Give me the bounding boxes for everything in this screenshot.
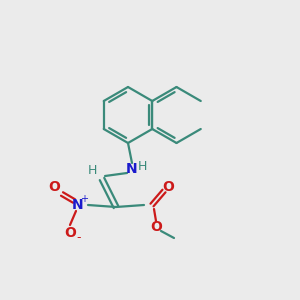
Text: -: - (77, 232, 81, 244)
Text: H: H (137, 160, 147, 173)
Text: O: O (150, 220, 162, 234)
Text: O: O (162, 180, 174, 194)
Text: N: N (72, 198, 84, 212)
Text: H: H (87, 164, 97, 178)
Text: +: + (80, 194, 88, 204)
Text: O: O (48, 180, 60, 194)
Text: N: N (126, 162, 138, 176)
Text: O: O (64, 226, 76, 240)
